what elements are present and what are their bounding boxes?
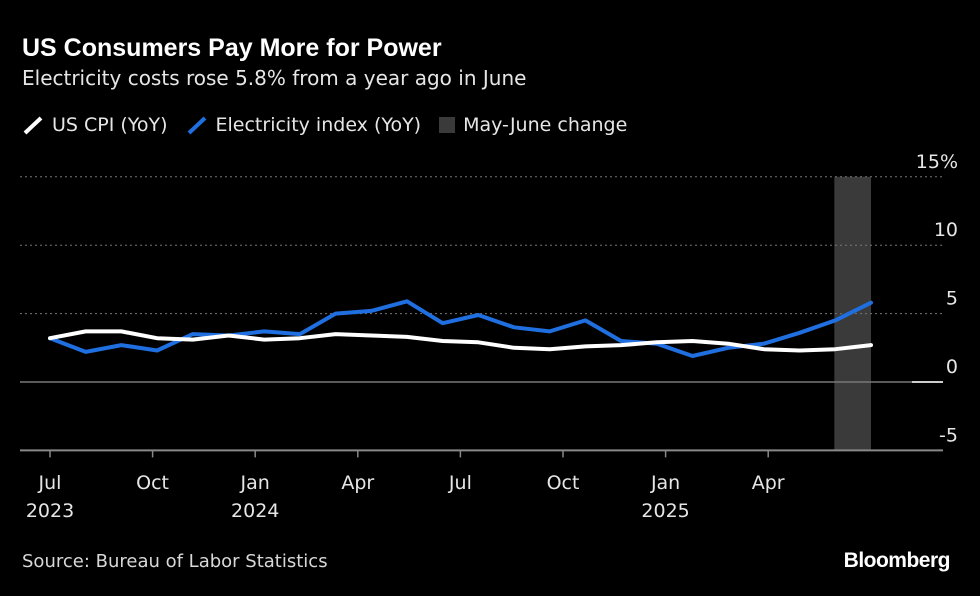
legend-swatch-shaded (439, 117, 456, 133)
source-note: Source: Bureau of Labor Statistics (22, 551, 328, 572)
y-tick-label: -5 (939, 424, 958, 446)
legend-item-electricity: Electricity index (YoY) (186, 114, 422, 136)
legend-label-electricity: Electricity index (YoY) (215, 114, 422, 136)
x-tick-year: 2023 (26, 500, 74, 522)
legend-swatch-cpi (23, 116, 43, 135)
y-tick-label: 5 (946, 288, 958, 310)
legend-label-cpi: US CPI (YoY) (52, 114, 168, 136)
x-tick-year: 2024 (231, 500, 279, 522)
y-tick-label: 10 (934, 219, 958, 241)
y-tick-label: 15% (916, 151, 958, 173)
electricity-line (48, 299, 873, 358)
chart-subtitle: Electricity costs rose 5.8% from a year … (22, 66, 527, 90)
x-tick-label: Apr (341, 472, 374, 494)
chart-title: US Consumers Pay More for Power (22, 34, 442, 62)
legend-label-shaded: May-June change (463, 114, 628, 136)
y-tick-label: 0 (946, 356, 958, 378)
x-tick-label: Oct (547, 472, 580, 494)
x-tick-label: Apr (752, 472, 785, 494)
x-tick-label: Jan (240, 472, 270, 494)
legend: US CPI (YoY) Electricity index (YoY) May… (22, 114, 627, 136)
x-tick-label: Jul (38, 472, 62, 494)
legend-item-cpi: US CPI (YoY) (22, 114, 168, 136)
x-tick-label: Oct (136, 472, 169, 494)
x-tick-label: Jan (650, 472, 680, 494)
x-tick-label: Jul (448, 472, 472, 494)
legend-swatch-electricity (187, 116, 206, 135)
x-tick-year: 2025 (641, 500, 689, 522)
bloomberg-logo: Bloomberg (843, 549, 951, 572)
legend-item-shaded: May-June change (439, 114, 627, 136)
cpi-line (48, 329, 873, 353)
